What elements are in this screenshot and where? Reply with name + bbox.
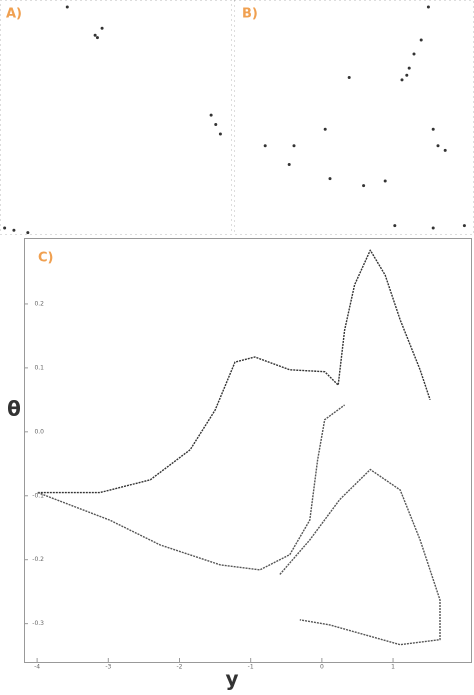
point bbox=[214, 123, 218, 127]
panel-label: A) bbox=[6, 7, 22, 22]
point bbox=[431, 127, 435, 131]
panel-label: B) bbox=[242, 7, 258, 22]
point bbox=[3, 226, 7, 230]
y-tick-label: 0.1 bbox=[34, 364, 44, 371]
point bbox=[426, 5, 430, 9]
point bbox=[412, 52, 416, 56]
point bbox=[328, 177, 332, 181]
panel-frame bbox=[24, 238, 472, 663]
x-tick-label: -2 bbox=[176, 664, 182, 671]
y-tick-label: -0.2 bbox=[32, 556, 44, 563]
point bbox=[443, 148, 447, 152]
point bbox=[93, 33, 97, 37]
curve bbox=[279, 468, 441, 646]
y-tick-label: -0.1 bbox=[32, 492, 44, 499]
point bbox=[95, 36, 99, 40]
panel-frame bbox=[0, 0, 232, 235]
point bbox=[100, 26, 104, 30]
curve bbox=[37, 249, 431, 494]
point bbox=[347, 76, 351, 80]
point bbox=[400, 78, 404, 82]
x-tick-label: 0 bbox=[320, 664, 324, 671]
point bbox=[323, 127, 327, 131]
point bbox=[26, 231, 30, 235]
point bbox=[12, 228, 16, 232]
y-tick-label: -0.3 bbox=[32, 620, 44, 627]
curve bbox=[37, 404, 346, 571]
point bbox=[436, 144, 440, 148]
point bbox=[292, 144, 296, 148]
point bbox=[209, 113, 213, 117]
panel-label: C) bbox=[38, 251, 53, 266]
x-tick-label: -1 bbox=[248, 664, 254, 671]
point bbox=[287, 163, 291, 166]
x-axis-label: y bbox=[225, 667, 238, 691]
panel-frame bbox=[234, 0, 474, 235]
point bbox=[407, 66, 411, 70]
y-tick-label: 0.0 bbox=[34, 428, 44, 435]
point bbox=[65, 5, 69, 9]
point bbox=[383, 179, 387, 183]
point bbox=[431, 226, 435, 230]
x-tick-label: -3 bbox=[105, 664, 111, 671]
point bbox=[263, 144, 267, 148]
y-axis-label: θ bbox=[7, 397, 21, 421]
x-tick-label: 1 bbox=[391, 664, 395, 671]
point bbox=[362, 184, 366, 188]
point bbox=[419, 38, 423, 42]
point bbox=[405, 73, 409, 77]
point bbox=[218, 132, 222, 136]
point bbox=[393, 224, 397, 228]
x-tick-label: -4 bbox=[34, 664, 40, 671]
point bbox=[462, 224, 466, 228]
y-tick-label: 0.2 bbox=[34, 300, 44, 307]
